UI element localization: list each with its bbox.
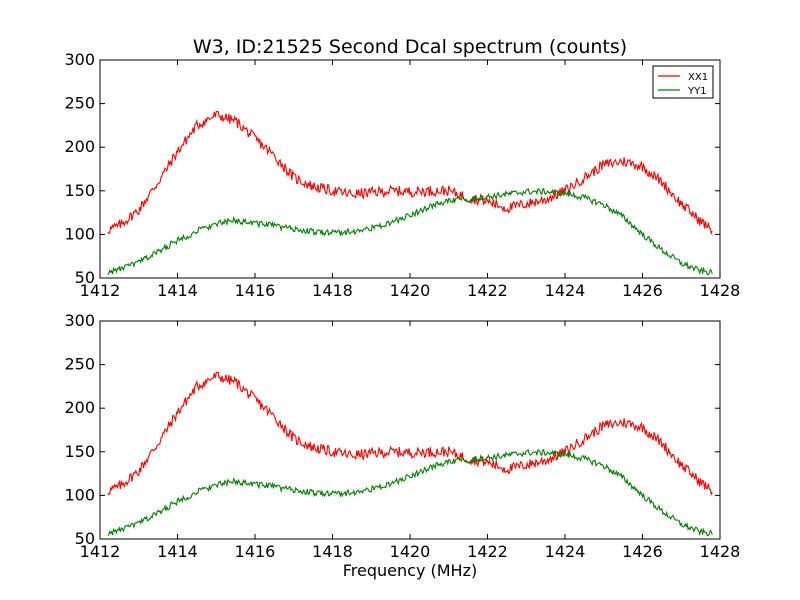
x-tick-label: 1416 xyxy=(235,281,276,300)
y-tick-label: 250 xyxy=(64,355,95,374)
series-line-xx1-panel-1 xyxy=(107,371,713,496)
y-tick-label: 100 xyxy=(64,485,95,504)
top-panel: 1412 1414 1416 1418 1420 1422 1424 1426 1428 50 10… xyxy=(64,50,740,300)
x-tick-label: 1412 xyxy=(80,542,121,561)
y-tick-label: 50 xyxy=(75,268,95,287)
y-tick-label: 250 xyxy=(64,94,95,113)
y-tick-label: 300 xyxy=(64,311,95,330)
bottom-panel: 1412 1414 1416 1418 1420 1422 1424 1426 1428 50 10… xyxy=(64,311,740,561)
x-tick-label: 1426 xyxy=(622,542,663,561)
x-tick-label: 1424 xyxy=(545,542,586,561)
x-tick-label: 1426 xyxy=(622,281,663,300)
x-tick-label: 1418 xyxy=(312,281,353,300)
y-tick-label: 200 xyxy=(64,137,95,156)
x-tick-label: 1422 xyxy=(467,281,508,300)
x-tick-label: 1420 xyxy=(390,542,431,561)
x-tick-label: 1412 xyxy=(80,281,121,300)
legend-box xyxy=(652,65,714,99)
x-tick-label: 1414 xyxy=(157,281,198,300)
x-tick-label: 1420 xyxy=(390,281,431,300)
x-tick-label: 1424 xyxy=(545,281,586,300)
x-tick-label: 1428 xyxy=(700,542,741,561)
legend-label-xx1: XX1 xyxy=(688,72,708,83)
series-line-yy1-panel-1 xyxy=(107,448,713,537)
x-tick-label: 1422 xyxy=(467,542,508,561)
legend-label-yy1: YY1 xyxy=(687,86,707,97)
y-tick-label: 150 xyxy=(64,181,95,200)
x-tick-label: 1416 xyxy=(235,542,276,561)
y-tick-label: 100 xyxy=(64,224,95,243)
x-tick-label: 1418 xyxy=(312,542,353,561)
series-line-yy1-panel-0 xyxy=(107,187,713,276)
y-tick-label: 50 xyxy=(75,529,95,548)
y-tick-label: 300 xyxy=(64,50,95,69)
y-tick-label: 200 xyxy=(64,398,95,417)
x-axis-label: Frequency (MHz) xyxy=(343,561,477,580)
chart-title: W3, ID:21525 Second Dcal spectrum (count… xyxy=(193,36,627,58)
x-tick-label: 1428 xyxy=(700,281,741,300)
x-tick-label: 1414 xyxy=(157,542,198,561)
series-line-xx1-panel-0 xyxy=(107,110,713,235)
y-tick-label: 150 xyxy=(64,442,95,461)
